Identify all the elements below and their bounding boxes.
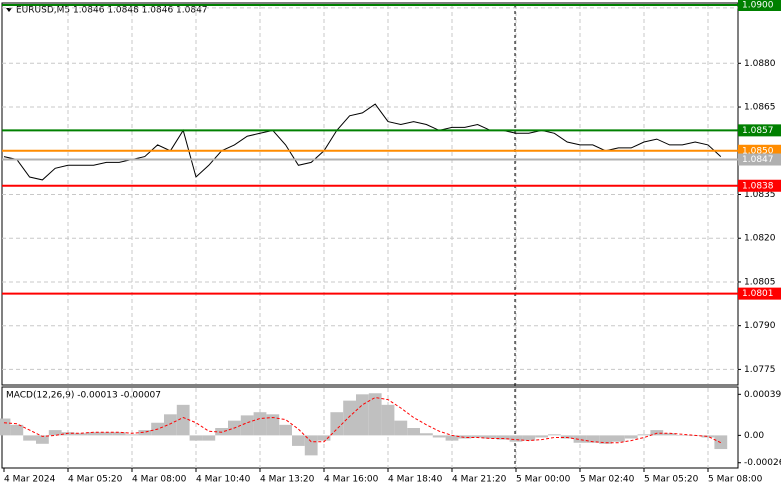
macd-bar xyxy=(407,428,420,436)
y-tick-label: 1.0865 xyxy=(744,103,776,113)
macd-bar xyxy=(381,404,395,436)
level-label: 1.0850 xyxy=(742,146,774,156)
y-tick-label: 1.0790 xyxy=(744,321,776,331)
macd-bar xyxy=(612,435,625,442)
macd-bar xyxy=(637,434,651,436)
macd-bar xyxy=(0,418,11,436)
macd-bar xyxy=(279,424,292,436)
macd-bar xyxy=(560,435,574,439)
macd-bar xyxy=(573,435,587,443)
macd-bar xyxy=(368,393,382,436)
macd-bar xyxy=(23,435,36,441)
macd-bar xyxy=(458,435,472,439)
level-label: 1.0900 xyxy=(742,1,774,11)
x-tick-label: 4 Mar 16:00 xyxy=(324,475,379,485)
macd-bar xyxy=(650,430,664,436)
x-tick-label: 4 Mar 10:40 xyxy=(196,475,251,485)
level-label: 1.0801 xyxy=(742,289,774,299)
macd-bar xyxy=(87,432,100,436)
macd-bar xyxy=(701,435,715,438)
macd-bar xyxy=(138,430,152,436)
macd-bar xyxy=(266,414,280,436)
x-tick-label: 4 Mar 05:20 xyxy=(68,475,123,485)
macd-bar xyxy=(420,433,433,436)
level-label: 1.0847 xyxy=(742,155,774,165)
macd-bar xyxy=(202,435,216,441)
y-tick-label: 1.0880 xyxy=(744,59,776,69)
macd-bar xyxy=(189,435,203,441)
x-tick-label: 4 Mar 2024 xyxy=(4,475,56,485)
macd-bar xyxy=(292,435,305,446)
level-tag xyxy=(738,0,781,11)
y-tick-label: 0.00 xyxy=(744,431,764,441)
x-tick-label: 5 Mar 02:40 xyxy=(580,475,635,485)
level-label: 1.0857 xyxy=(742,126,774,136)
chart-title: EURUSD,M5 1.0846 1.0848 1.0846 1.0847 xyxy=(16,6,208,16)
menu-arrow xyxy=(6,8,12,12)
macd-bar xyxy=(343,400,356,436)
y-tick-label: 0.00039 xyxy=(744,390,781,400)
macd-bar xyxy=(432,435,446,438)
macd-bar xyxy=(535,435,548,438)
macd-bar xyxy=(253,412,267,436)
macd-bar xyxy=(586,435,600,443)
macd-bar xyxy=(356,394,369,436)
x-tick-label: 4 Mar 13:20 xyxy=(260,475,315,485)
macd-bar xyxy=(484,435,497,439)
macd-bar xyxy=(548,434,561,436)
macd-bar xyxy=(317,435,331,441)
x-tick-label: 4 Mar 08:00 xyxy=(132,475,187,485)
macd-bar xyxy=(10,424,24,436)
y-tick-label: 1.0835 xyxy=(744,190,776,200)
macd-bar xyxy=(471,435,484,438)
signal-line xyxy=(3,396,722,444)
level-tag xyxy=(738,153,781,166)
x-tick-label: 5 Mar 08:00 xyxy=(708,475,763,485)
level-tag xyxy=(738,124,781,137)
macd-bar xyxy=(176,404,190,436)
macd-bar xyxy=(304,435,318,456)
macd-bar xyxy=(100,432,113,436)
macd-bar xyxy=(676,435,689,436)
macd-bar xyxy=(522,435,536,441)
x-tick-label: 5 Mar 00:00 xyxy=(516,475,571,485)
y-tick-label: 1.0805 xyxy=(744,277,776,287)
macd-bar xyxy=(36,435,49,444)
macd-bar xyxy=(330,412,344,436)
macd-bar xyxy=(74,433,88,436)
macd-bar xyxy=(663,433,676,436)
macd-bar xyxy=(394,420,408,436)
macd-title: MACD(12,26,9) -0.00013 -0.00007 xyxy=(6,391,161,401)
x-tick-label: 4 Mar 21:20 xyxy=(452,475,507,485)
macd-bar xyxy=(240,415,254,436)
macd-bar xyxy=(599,435,612,444)
macd-bar xyxy=(125,434,139,436)
macd-bar xyxy=(48,430,62,436)
y-tick-label: 1.0820 xyxy=(744,234,776,244)
price-line xyxy=(3,103,722,181)
macd-bar xyxy=(112,432,126,436)
level-tag xyxy=(738,287,781,300)
x-tick-label: 5 Mar 05:20 xyxy=(644,475,699,485)
x-tick-label: 4 Mar 18:40 xyxy=(388,475,443,485)
y-tick-label: 1.0775 xyxy=(744,365,776,375)
level-tag xyxy=(738,179,781,192)
y-tick-label: -0.00026 xyxy=(744,458,781,468)
macd-bar xyxy=(509,435,523,442)
macd-bar xyxy=(445,435,459,441)
macd-bar xyxy=(496,435,510,440)
macd-bar xyxy=(624,435,638,439)
macd-bar xyxy=(164,414,177,436)
level-label: 1.0838 xyxy=(742,181,774,191)
